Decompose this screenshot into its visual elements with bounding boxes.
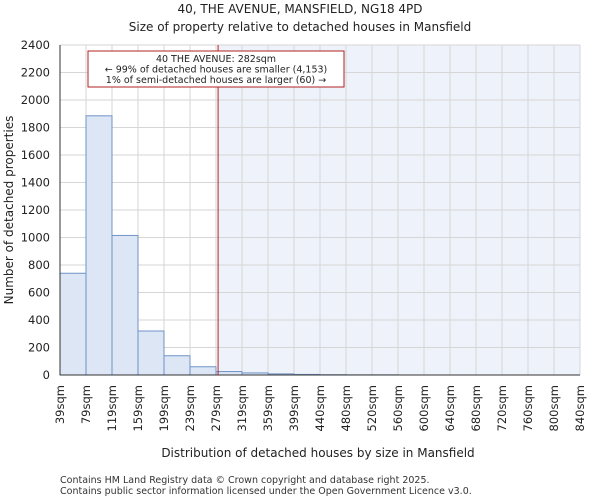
bar-159sqm: [137, 330, 165, 376]
y-tick-0: 0: [43, 368, 50, 382]
bar-39sqm: [59, 272, 87, 376]
plot-area: 0 200 400 600 800 1000 1200 1400 1600 1800 2000 220…: [21, 38, 587, 431]
bar-199sqm: [163, 355, 191, 376]
x-tick-319sqm: 319sqm: [235, 385, 249, 431]
bar-79sqm: [85, 115, 113, 376]
x-tick-480sqm: 480sqm: [339, 385, 353, 431]
x-tick-720sqm: 720sqm: [495, 385, 509, 431]
x-tick-39sqm: 39sqm: [53, 385, 67, 424]
y-tick-1200: 1200: [21, 203, 50, 217]
x-tick-440sqm: 440sqm: [313, 385, 327, 431]
x-tick-399sqm: 399sqm: [287, 385, 301, 431]
x-tick-279sqm: 279sqm: [209, 385, 223, 431]
x-tick-680sqm: 680sqm: [469, 385, 483, 431]
y-tick-800: 800: [28, 258, 50, 272]
y-tick-1800: 1800: [21, 121, 50, 135]
y-tick-1000: 1000: [21, 231, 50, 245]
x-tick-760sqm: 760sqm: [521, 385, 535, 431]
annotation-line2: ← 99% of detached houses are smaller (4,…: [105, 65, 328, 76]
footer-line-2: Contains public sector information licen…: [60, 486, 472, 497]
x-tick-640sqm: 640sqm: [443, 385, 457, 431]
y-tick-2000: 2000: [21, 93, 50, 107]
bar-279sqm: [215, 371, 243, 376]
y-tick-2200: 2200: [21, 66, 50, 80]
annotation-box: [87, 50, 345, 88]
y-axis-label: Number of detached properties: [2, 116, 16, 305]
x-axis-label: Distribution of detached houses by size …: [161, 446, 474, 460]
annotation-line1: 40 THE AVENUE: 282sqm: [156, 54, 276, 65]
x-tick-159sqm: 159sqm: [131, 385, 145, 431]
x-tick-199sqm: 199sqm: [157, 385, 171, 431]
bar-119sqm: [111, 234, 139, 376]
x-tick-79sqm: 79sqm: [79, 385, 93, 424]
x-tick-520sqm: 520sqm: [365, 385, 379, 431]
annotation-line3: 1% of semi-detached houses are larger (6…: [106, 75, 326, 86]
x-tick-560sqm: 560sqm: [391, 385, 405, 431]
x-tick-359sqm: 359sqm: [261, 385, 275, 431]
x-tick-600sqm: 600sqm: [417, 385, 431, 431]
chart-title: 40, THE AVENUE, MANSFIELD, NG18 4PD: [177, 2, 422, 16]
y-tick-400: 400: [28, 313, 50, 327]
x-tick-800sqm: 800sqm: [547, 385, 561, 431]
bar-239sqm: [189, 366, 217, 376]
y-tick-600: 600: [28, 286, 50, 300]
y-tick-1400: 1400: [21, 176, 50, 190]
chart-subtitle: Size of property relative to detached ho…: [129, 20, 472, 34]
x-tick-840sqm: 840sqm: [573, 385, 587, 431]
x-tick-239sqm: 239sqm: [183, 385, 197, 431]
y-tick-200: 200: [28, 341, 50, 355]
x-tick-119sqm: 119sqm: [105, 385, 119, 431]
y-tick-1600: 1600: [21, 148, 50, 162]
y-tick-2400: 2400: [21, 38, 50, 52]
footer-line-1: Contains HM Land Registry data © Crown c…: [60, 475, 430, 486]
